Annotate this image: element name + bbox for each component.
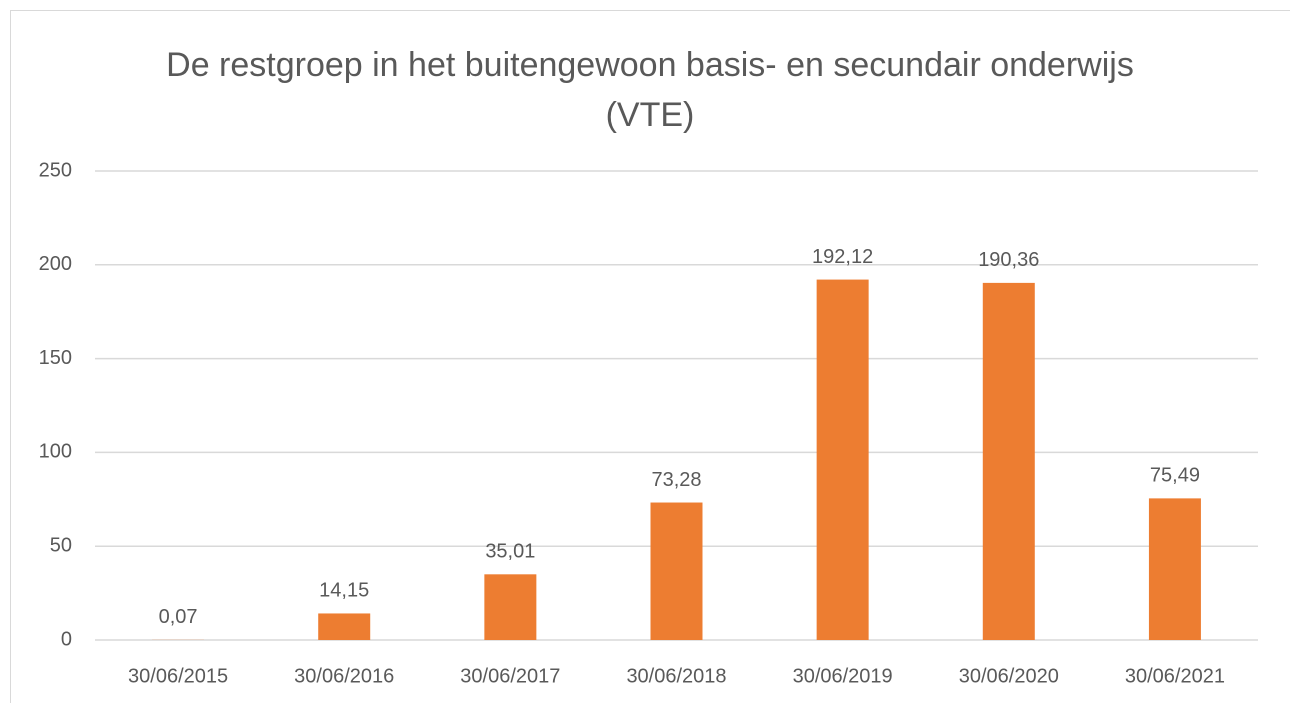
bar [318, 613, 371, 640]
y-tick-label: 250 [39, 159, 72, 181]
chart-title: De restgroep in het buitengewoon basis- … [166, 46, 1134, 134]
chart-frame [10, 10, 1290, 703]
x-tick-label: 30/06/2016 [294, 665, 394, 687]
data-label: 0,07 [159, 606, 198, 628]
data-label: 35,01 [485, 541, 535, 563]
x-tick-label: 30/06/2018 [626, 665, 726, 687]
data-label: 75,49 [1150, 465, 1200, 487]
y-tick-label: 100 [39, 441, 72, 463]
y-tick-label: 150 [39, 347, 72, 369]
data-label: 14,15 [319, 580, 369, 602]
x-tick-label: 30/06/2020 [959, 665, 1059, 687]
bar [484, 574, 537, 640]
bar [650, 502, 703, 640]
data-label: 73,28 [651, 469, 701, 491]
x-tick-label: 30/06/2015 [128, 665, 228, 687]
bar [816, 279, 869, 640]
y-tick-label: 200 [39, 253, 72, 275]
bar [1148, 498, 1201, 640]
y-tick-label: 50 [50, 534, 72, 556]
x-tick-label: 30/06/2017 [460, 665, 560, 687]
x-tick-label: 30/06/2021 [1125, 665, 1225, 687]
data-label: 190,36 [978, 249, 1039, 271]
y-tick-label: 0 [61, 628, 72, 650]
data-label: 192,12 [812, 246, 873, 268]
bar [982, 282, 1035, 640]
x-tick-label: 30/06/2019 [793, 665, 893, 687]
